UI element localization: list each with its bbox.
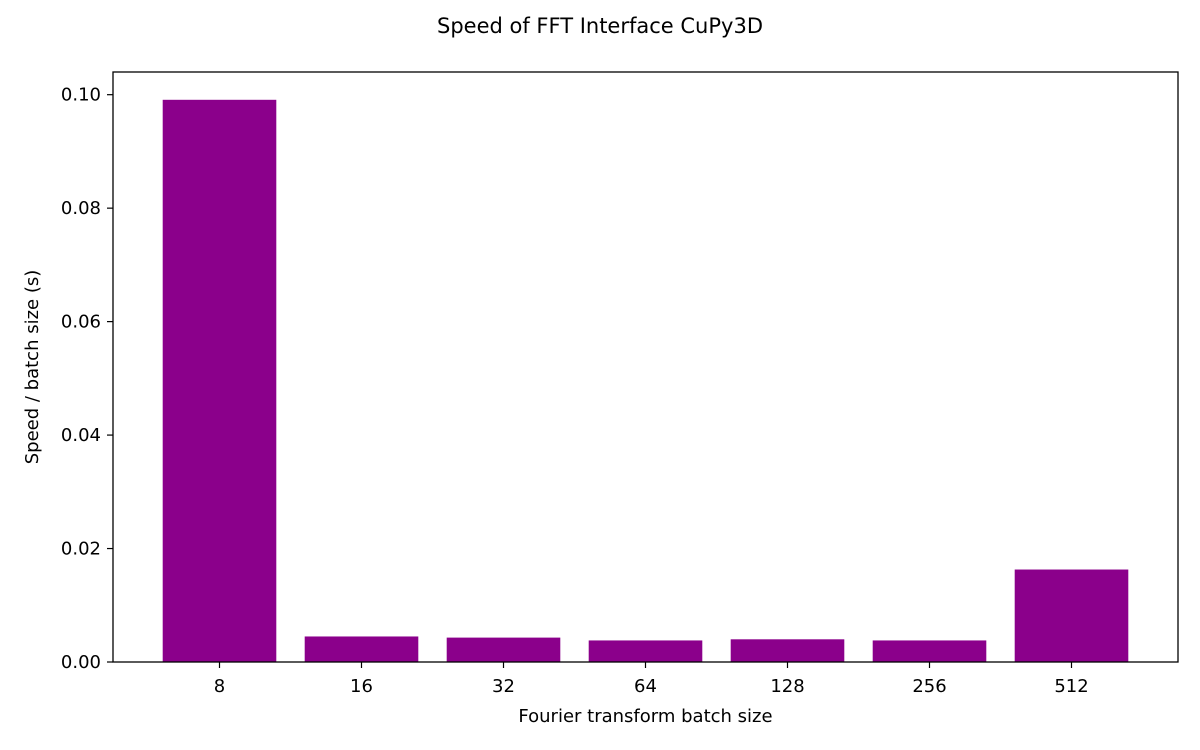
- y-tick-label: 0.08: [61, 198, 101, 219]
- bar-128: [730, 639, 845, 662]
- y-axis-label: Speed / batch size (s): [22, 270, 43, 465]
- x-tick-label-128: 128: [770, 676, 804, 697]
- x-tick-label-64: 64: [634, 676, 657, 697]
- x-tick-label-8: 8: [214, 676, 225, 697]
- bar-32: [446, 637, 561, 662]
- y-tick-label: 0.02: [61, 539, 101, 560]
- y-tick-label: 0.04: [61, 425, 101, 446]
- bar-64: [588, 640, 703, 662]
- x-axis-ticks: 8 16 32 64 128 256 512: [214, 662, 1089, 697]
- y-tick-label: 0.00: [61, 652, 101, 673]
- y-tick-label: 0.06: [61, 312, 101, 333]
- y-axis-ticks: 0.00 0.02 0.04 0.06 0.08 0.10: [61, 85, 113, 673]
- x-tick-label-512: 512: [1054, 676, 1088, 697]
- x-tick-label-16: 16: [350, 676, 373, 697]
- bar-16: [304, 636, 419, 662]
- chart-title: Speed of FFT Interface CuPy3D: [437, 14, 763, 38]
- x-tick-label-32: 32: [492, 676, 515, 697]
- x-axis-label: Fourier transform batch size: [518, 706, 772, 727]
- plot-frame: [112, 71, 1179, 663]
- x-tick-label-256: 256: [912, 676, 946, 697]
- y-tick-label: 0.10: [61, 85, 101, 106]
- bar-512: [1014, 569, 1129, 662]
- bars-group: [162, 99, 1129, 662]
- bar-256: [872, 640, 987, 662]
- bar-8: [162, 99, 277, 662]
